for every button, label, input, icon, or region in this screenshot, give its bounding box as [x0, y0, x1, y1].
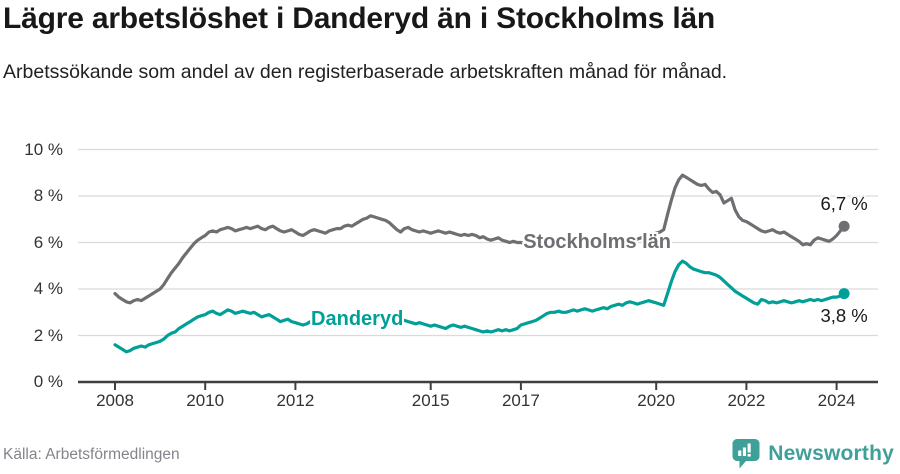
series-line-danderyd [113, 259, 846, 354]
series-end-dot [838, 288, 850, 300]
newsworthy-wordmark: Newsworthy [768, 442, 894, 465]
series-end-dot [838, 220, 850, 232]
chart-title: Lägre arbetslöshet i Danderyd än i Stock… [3, 2, 716, 35]
series-line-stockholms-län [113, 173, 846, 305]
source-note: Källa: Arbetsförmedlingen [3, 446, 180, 463]
newsworthy-logo: Newsworthy [732, 437, 894, 471]
chart-subtitle: Arbetssökande som andel av den registerb… [3, 61, 728, 83]
newsworthy-bars-icon [732, 439, 760, 469]
